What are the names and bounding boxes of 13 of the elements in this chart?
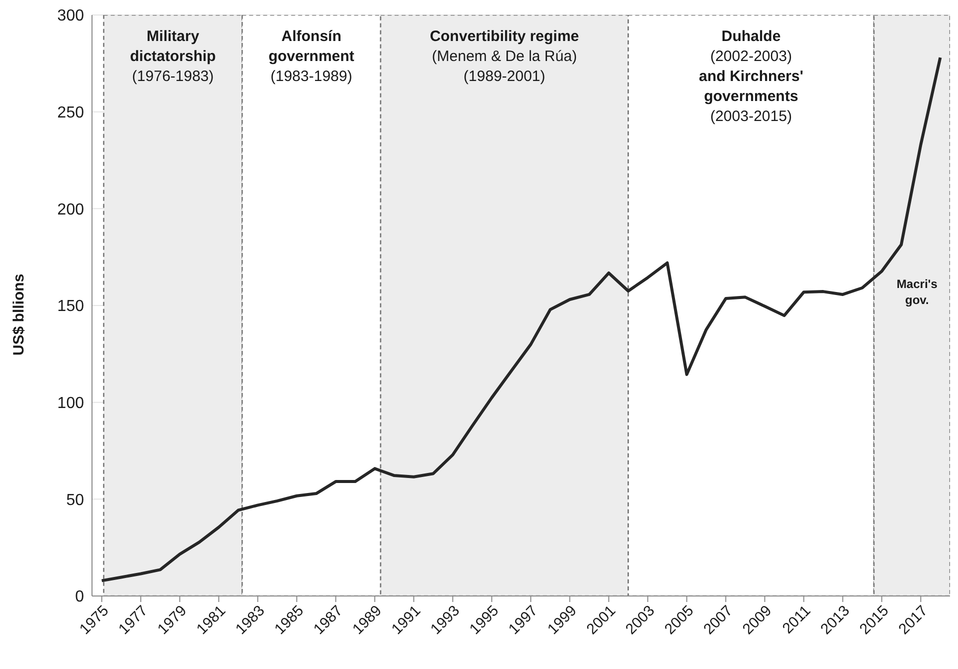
y-tick-label: 50 [66,492,84,509]
y-tick-label: 250 [57,104,84,122]
y-tick-label: 100 [57,395,84,412]
y-tick-label: 300 [57,8,84,25]
y-tick-label: 150 [57,298,84,316]
y-axis-title: US$ bllions [10,274,28,356]
band-label: Duhalde (2002-2003) and Kirchners' governments (2003-2015) [698,28,804,125]
band-label: Military dictatorship (1976-1983) [130,28,216,85]
band-label: Alfonsín government (1983-1989) [268,28,354,85]
y-tick-label: 200 [57,201,84,218]
band-label: Convertibility regime (Menem & De la Rúa) (1989-2001) [430,28,580,85]
y-tick-label: 0 [75,588,84,606]
annotation: Macri's gov. [896,276,938,308]
